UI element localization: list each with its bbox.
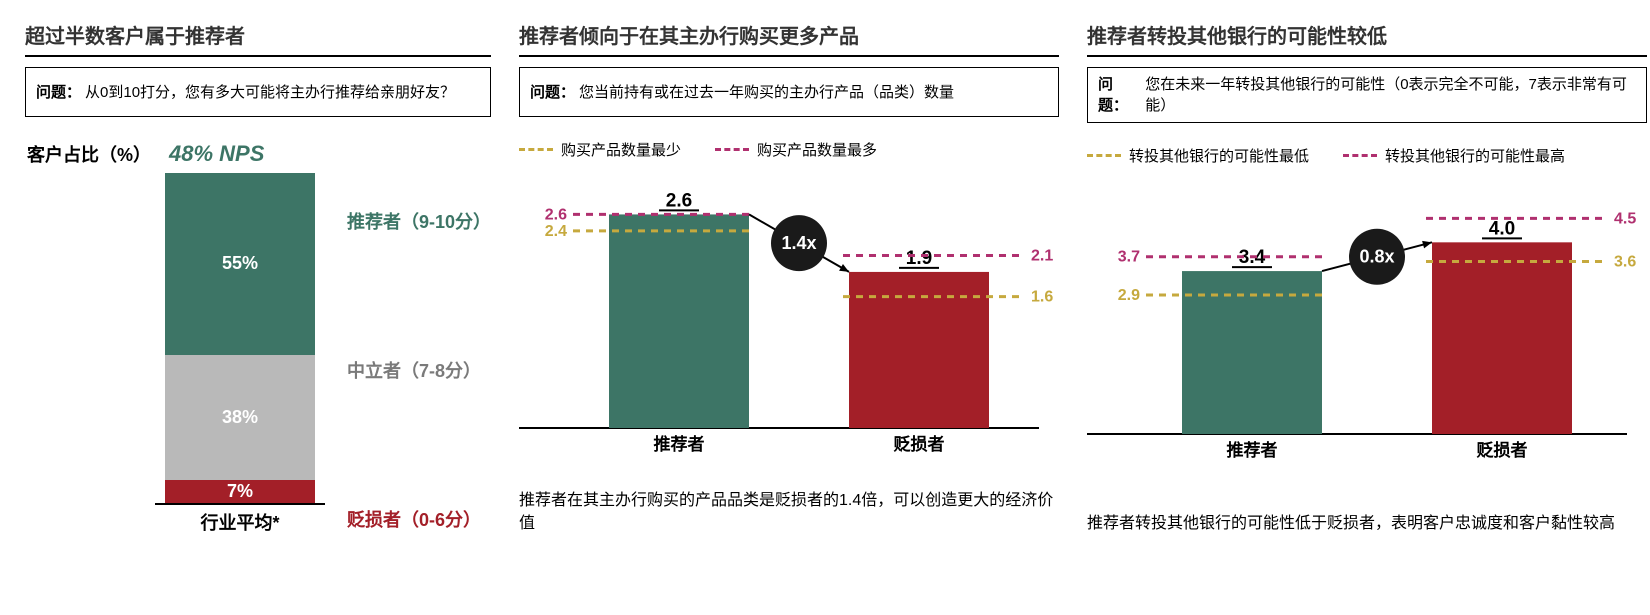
legend-high-text: 转投其他银行的可能性最高	[1385, 145, 1565, 166]
bar-value: 4.0	[1489, 218, 1515, 239]
legend-high: 购买产品数量最多	[715, 139, 877, 160]
panel2-title: 推荐者倾向于在其主办行购买更多产品	[519, 20, 1059, 57]
bar-category: 推荐者	[654, 434, 705, 454]
panel1-header: 客户占比（%） 48% NPS	[27, 141, 491, 167]
bar-value: 2.6	[666, 190, 692, 211]
range-label-high: 3.7	[1118, 249, 1140, 266]
bar-category: 贬损者	[1477, 440, 1528, 460]
panels-row: 超过半数客户属于推荐者 问题： 从0到10打分，您有多大可能将主办行推荐给亲朋好…	[25, 20, 1625, 535]
ratio-badge-text: 0.8x	[1360, 246, 1395, 266]
ratio-badge-text: 1.4x	[782, 233, 817, 253]
panel1-question: 问题： 从0到10打分，您有多大可能将主办行推荐给亲朋好友？	[25, 67, 491, 117]
legend-passive: 中立者（7-8分）	[347, 357, 491, 383]
panel1-title: 超过半数客户属于推荐者	[25, 20, 491, 57]
panel3-question: 问题： 您在未来一年转投其他银行的可能性（0表示完全不可能，7表示非常有可能）	[1087, 67, 1647, 123]
dash-swatch-low	[519, 148, 553, 151]
question-label: 问题：	[1098, 74, 1141, 116]
question-label: 问题：	[530, 82, 575, 103]
range-label-low: 2.4	[545, 223, 567, 240]
bar	[609, 214, 749, 428]
segment-detractor: 7%	[165, 480, 315, 503]
panel2-footnote: 推荐者在其主办行购买的产品品类是贬损者的1.4倍，可以创造更大的经济价值	[519, 489, 1059, 535]
range-label-high: 2.1	[1031, 248, 1053, 265]
panel2-question: 问题： 您当前持有或在过去一年购买的主办行产品（品类）数量	[519, 67, 1059, 117]
panel1-body: 7%38%55% 行业平均* 推荐者（9-10分） 中立者（7-8分） 贬损者（0-…	[25, 173, 491, 535]
bar-chart-switching: 3.4推荐者4.0贬损者2.93.73.64.50.8x	[1087, 174, 1647, 464]
question-text: 您当前持有或在过去一年购买的主办行产品（品类）数量	[579, 82, 954, 103]
bar-category: 推荐者	[1227, 440, 1278, 460]
x-axis-line	[155, 503, 325, 505]
segment-promoter: 55%	[165, 173, 315, 355]
panel3-footnote: 推荐者转投其他银行的可能性低于贬损者，表明客户忠诚度和客户黏性较高	[1087, 512, 1647, 535]
legend-low-text: 购买产品数量最少	[561, 139, 681, 160]
panel3-chart: 3.4推荐者4.0贬损者2.93.73.64.50.8x	[1087, 174, 1647, 506]
panel2-chart: 2.6推荐者1.9贬损者2.42.61.62.11.4x	[519, 168, 1059, 483]
legend-low-text: 转投其他银行的可能性最低	[1129, 145, 1309, 166]
range-label-low: 1.6	[1031, 289, 1053, 306]
question-text: 从0到10打分，您有多大可能将主办行推荐给亲朋好友？	[85, 82, 455, 103]
legend-detractor: 贬损者（0-6分）	[347, 506, 491, 532]
question-text: 您在未来一年转投其他银行的可能性（0表示完全不可能，7表示非常有可能）	[1145, 74, 1636, 116]
legend-promoter: 推荐者（9-10分）	[347, 208, 491, 234]
range-label-low: 3.6	[1614, 254, 1636, 271]
bar-value: 1.9	[906, 248, 932, 269]
bar-category: 贬损者	[894, 434, 945, 454]
range-label-low: 2.9	[1118, 287, 1140, 304]
axis-label: 客户占比（%）	[27, 141, 151, 167]
segment-passive: 38%	[165, 355, 315, 480]
panel-nps-distribution: 超过半数客户属于推荐者 问题： 从0到10打分，您有多大可能将主办行推荐给亲朋好…	[25, 20, 491, 535]
bar	[1432, 242, 1572, 434]
legend-low: 购买产品数量最少	[519, 139, 681, 160]
legend-low: 转投其他银行的可能性最低	[1087, 145, 1309, 166]
stacked-bar: 7%38%55%	[165, 173, 315, 503]
range-label-high: 4.5	[1614, 210, 1636, 227]
dash-swatch-high	[715, 148, 749, 151]
question-label: 问题：	[36, 82, 81, 103]
panel2-legend: 购买产品数量最少 购买产品数量最多	[519, 139, 1059, 160]
x-axis-label: 行业平均*	[200, 509, 279, 535]
panel-products: 推荐者倾向于在其主办行购买更多产品 问题： 您当前持有或在过去一年购买的主办行产…	[519, 20, 1059, 535]
nps-value: 48% NPS	[169, 141, 264, 167]
panel1-legend: 推荐者（9-10分） 中立者（7-8分） 贬损者（0-6分）	[347, 205, 491, 535]
panel-switching: 推荐者转投其他银行的可能性较低 问题： 您在未来一年转投其他银行的可能性（0表示…	[1087, 20, 1647, 535]
dash-swatch-high	[1343, 154, 1377, 157]
dash-swatch-low	[1087, 154, 1121, 157]
stacked-bar-column: 7%38%55% 行业平均*	[155, 173, 325, 535]
legend-high-text: 购买产品数量最多	[757, 139, 877, 160]
bar-chart-products: 2.6推荐者1.9贬损者2.42.61.62.11.4x	[519, 168, 1059, 458]
legend-high: 转投其他银行的可能性最高	[1343, 145, 1565, 166]
panel3-legend: 转投其他银行的可能性最低 转投其他银行的可能性最高	[1087, 145, 1647, 166]
range-label-high: 2.6	[545, 206, 567, 223]
panel3-title: 推荐者转投其他银行的可能性较低	[1087, 20, 1647, 57]
